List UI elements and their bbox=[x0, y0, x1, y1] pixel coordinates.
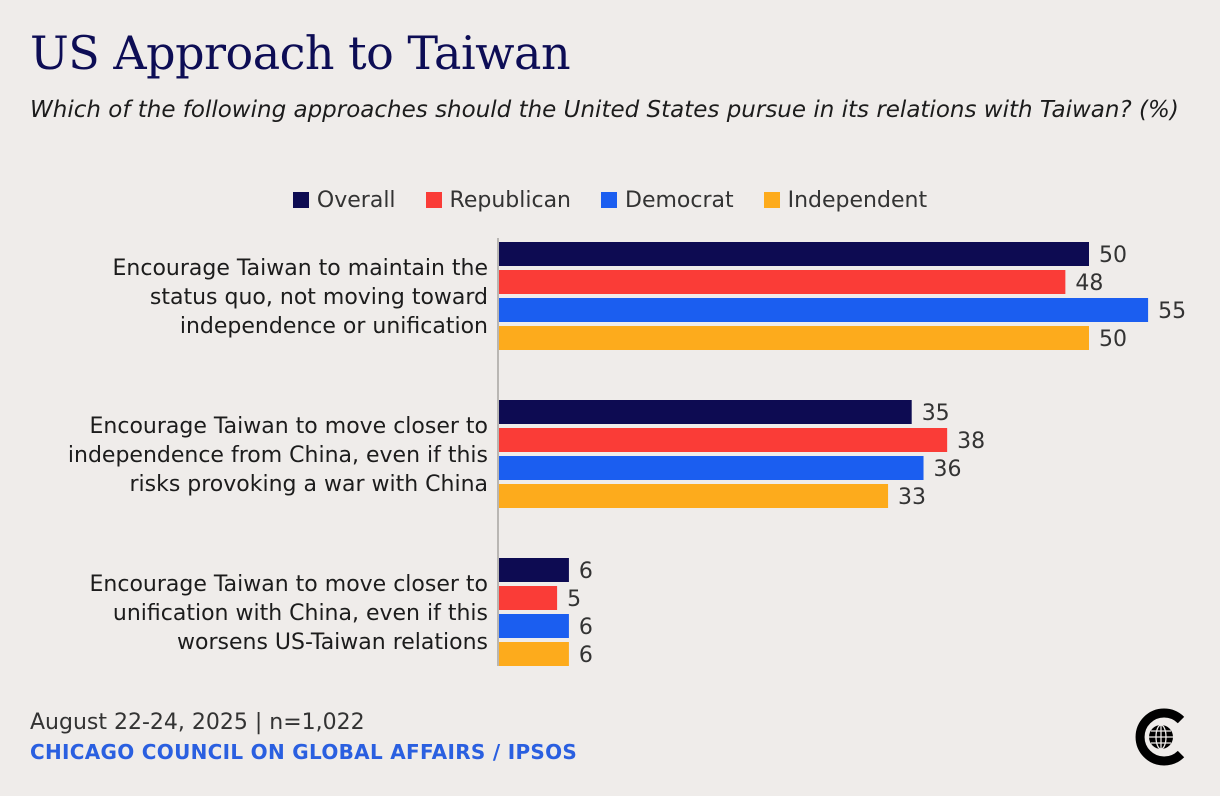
data-label: 35 bbox=[922, 401, 950, 426]
data-label: 50 bbox=[1099, 243, 1127, 268]
category-label: Encourage Taiwan to move closer to bbox=[90, 572, 488, 597]
category-label: independence from China, even if this bbox=[68, 443, 488, 468]
legend-item-overall: Overall bbox=[292, 184, 396, 216]
legend: Overall Republican Democrat Independent bbox=[0, 184, 1220, 216]
legend-swatch bbox=[425, 192, 442, 208]
data-label: 36 bbox=[934, 457, 962, 482]
chart-title: US Approach to Taiwan bbox=[30, 26, 571, 80]
legend-swatch bbox=[763, 192, 780, 208]
data-label: 6 bbox=[579, 643, 593, 668]
legend-swatch bbox=[601, 192, 617, 208]
legend-label: Democrat bbox=[625, 187, 734, 213]
bar-overall bbox=[498, 400, 912, 424]
bar-republican bbox=[498, 586, 558, 610]
bar-overall bbox=[498, 242, 1089, 266]
category-label: status quo, not moving toward bbox=[150, 285, 488, 310]
data-label: 33 bbox=[898, 485, 926, 510]
bar-democrat bbox=[498, 456, 924, 480]
legend-item-independent: Independent bbox=[763, 184, 928, 216]
bar-republican bbox=[498, 428, 948, 452]
data-label: 38 bbox=[957, 429, 985, 454]
legend-item-republican: Republican bbox=[425, 184, 571, 216]
bar-independent bbox=[498, 326, 1089, 350]
data-label: 6 bbox=[579, 615, 593, 640]
legend-item-democrat: Democrat bbox=[601, 184, 734, 216]
bar-republican bbox=[498, 270, 1066, 294]
category-label: unification with China, even if this bbox=[113, 601, 488, 626]
category-label: independence or unification bbox=[180, 314, 488, 339]
chart-subtitle: Which of the following approaches should… bbox=[30, 97, 1179, 123]
data-label: 6 bbox=[579, 559, 593, 584]
legend-label: Overall bbox=[316, 187, 396, 213]
data-label: 48 bbox=[1075, 271, 1103, 296]
category-label: Encourage Taiwan to maintain the bbox=[113, 256, 488, 281]
bar-overall bbox=[498, 558, 569, 582]
bar-independent bbox=[498, 642, 569, 666]
category-label: worsens US-Taiwan relations bbox=[177, 630, 488, 655]
data-label: 50 bbox=[1099, 327, 1127, 352]
data-label: 55 bbox=[1158, 299, 1186, 324]
bar-democrat bbox=[498, 298, 1149, 322]
legend-label: Independent bbox=[787, 187, 928, 213]
legend-label: Republican bbox=[449, 187, 571, 213]
bar-democrat bbox=[498, 614, 569, 638]
survey-date: August 22-24, 2025 | n=1,022 bbox=[30, 710, 365, 735]
source-label: CHICAGO COUNCIL ON GLOBAL AFFAIRS / IPSO… bbox=[30, 740, 578, 764]
data-label: 5 bbox=[567, 587, 581, 612]
chicago-council-logo-icon bbox=[1135, 708, 1185, 766]
category-label: Encourage Taiwan to move closer to bbox=[90, 414, 488, 439]
legend-swatch bbox=[292, 192, 309, 208]
bar-independent bbox=[498, 484, 889, 508]
category-label: risks provoking a war with China bbox=[129, 472, 488, 497]
